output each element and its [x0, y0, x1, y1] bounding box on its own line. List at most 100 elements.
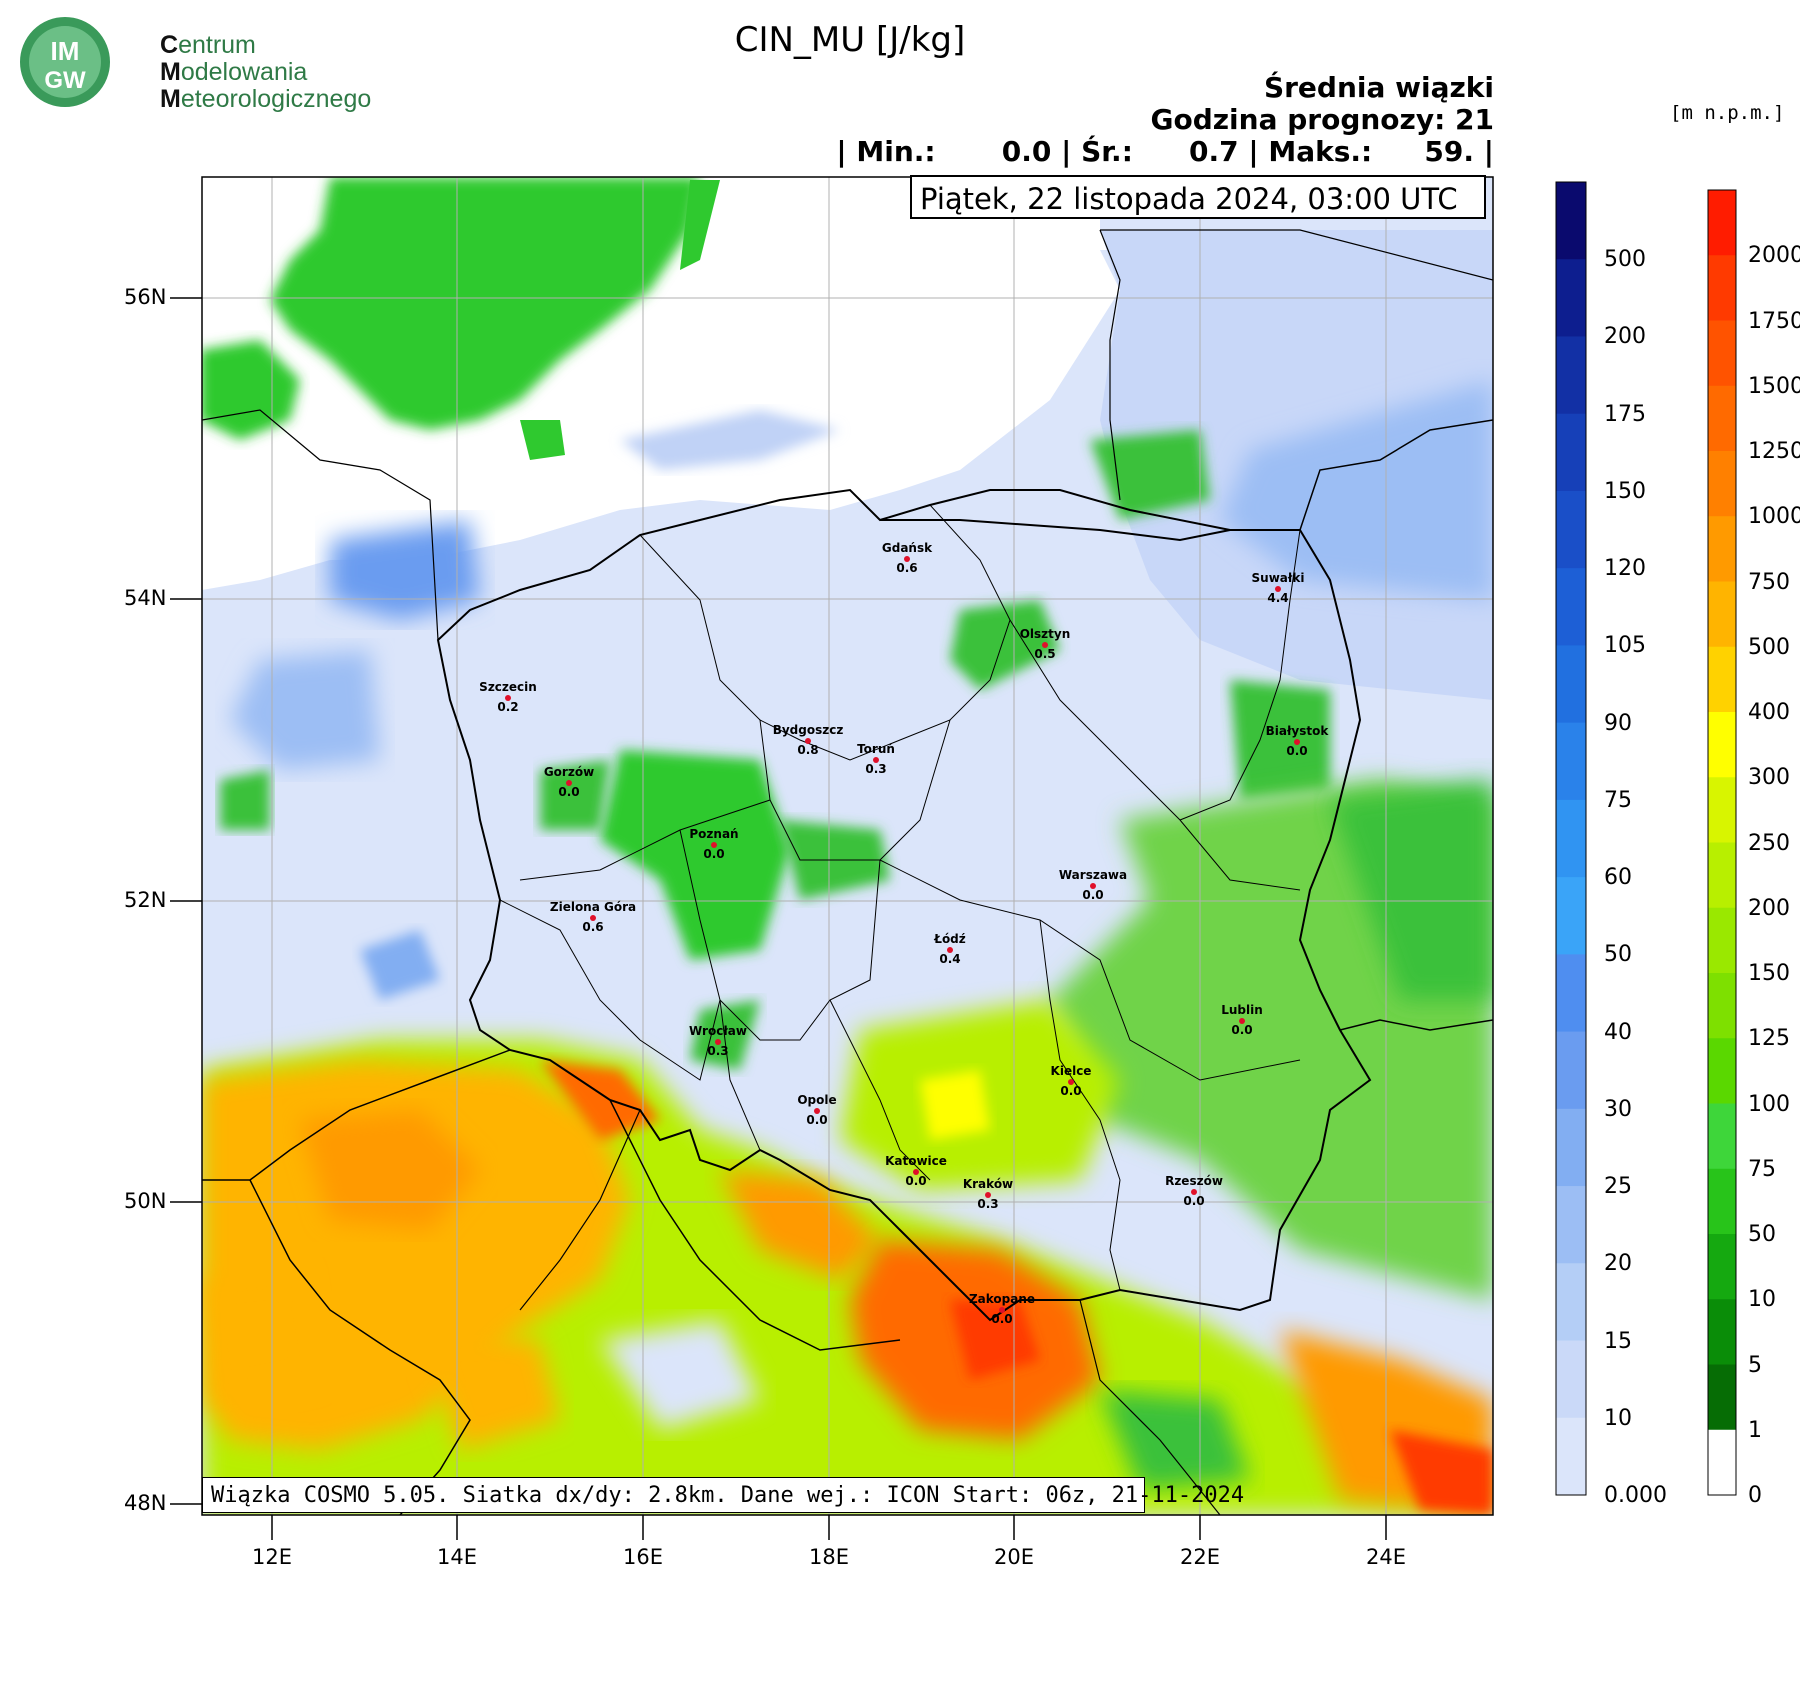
- cin-legend-label: 200: [1604, 324, 1646, 350]
- height-legend-swatch: [1708, 1234, 1736, 1300]
- cin-legend-swatch: [1556, 490, 1586, 569]
- cin-legend-label: 10: [1604, 1405, 1632, 1431]
- height-legend-swatch: [1708, 646, 1736, 713]
- height-legend-unit: [m n.p.m.]: [1670, 102, 1785, 124]
- axis-ticks: [170, 297, 1387, 1540]
- city-bialystok: Białystok 0.0: [1265, 724, 1329, 758]
- city-dot-kielce: [1068, 1079, 1074, 1085]
- cin-legend-label: 90: [1604, 710, 1632, 736]
- city-zielona-gora: Zielona Góra 0.6: [549, 900, 637, 934]
- cin-legend-swatch: [1556, 568, 1586, 646]
- height-legend-label: 150: [1748, 961, 1790, 986]
- height-legend-label: 1500: [1748, 373, 1800, 399]
- city-lodz: Łódź 0.4: [934, 932, 966, 966]
- imgw-badge-icon: IM GW: [18, 15, 112, 109]
- cin-legend-label: 150: [1604, 478, 1646, 504]
- min-value: 0.0: [1001, 135, 1052, 168]
- cin-legend-swatch: [1556, 645, 1586, 724]
- city-dot-rzeszow: [1191, 1189, 1197, 1195]
- subtitle: Średnia wiązki: [1263, 71, 1494, 104]
- max-value: 59. |: [1424, 135, 1494, 168]
- city-poznan: Poznań 0.0: [689, 827, 739, 861]
- lat-tick-48n: 48N: [124, 1491, 167, 1515]
- height-legend-swatch: [1708, 320, 1736, 387]
- height-legend-swatch: [1708, 1168, 1736, 1235]
- city-dot-poznan: [711, 842, 717, 848]
- city-lublin: Lublin 0.0: [1221, 1003, 1263, 1037]
- height-legend-swatch: [1708, 1429, 1736, 1496]
- cin-legend-swatch: [1556, 954, 1586, 1033]
- height-legend-swatch: [1708, 255, 1736, 321]
- city-dot-gdansk: [904, 556, 910, 562]
- borders: [202, 229, 1493, 1515]
- forecast-info: Średnia wiązki Godzina prognozy: 21 | Mi…: [836, 72, 1494, 168]
- height-legend-swatch: [1708, 581, 1736, 648]
- height-legend-label: 1250: [1748, 439, 1800, 464]
- height-legend-label: 10: [1748, 1287, 1776, 1313]
- cin-legend-swatch: [1556, 182, 1586, 260]
- city-dot-warszawa: [1090, 883, 1096, 889]
- city-dot-gorzow: [566, 780, 572, 786]
- cin-legend-label: 105: [1604, 633, 1646, 659]
- height-legend-swatch: [1708, 1299, 1736, 1365]
- lat-tick-54n: 54N: [124, 586, 167, 610]
- city-olsztyn: Olsztyn 0.5: [1019, 627, 1071, 661]
- height-legend-label: 1: [1748, 1417, 1762, 1443]
- city-gdansk: Gdańsk 0.6: [881, 541, 933, 575]
- height-legend-swatch: [1708, 712, 1736, 778]
- svg-text:GW: GW: [44, 67, 86, 94]
- cin-legend-swatch: [1556, 722, 1586, 801]
- height-legend-swatch: [1708, 973, 1736, 1039]
- city-katowice: Katowice 0.0: [885, 1154, 947, 1188]
- city-dot-krakow: [985, 1192, 991, 1198]
- height-legend-label: 0: [1748, 1483, 1762, 1508]
- cin-legend-label: 30: [1604, 1096, 1632, 1122]
- city-dot-lublin: [1239, 1018, 1245, 1024]
- cin-legend-swatch: [1556, 1108, 1586, 1187]
- city-wroclaw: Wrocław 0.3: [689, 1024, 747, 1058]
- city-dot-suwalki: [1275, 586, 1281, 592]
- model-info-box: Wiązka COSMO 5.05. Siatka dx/dy: 2.8km. …: [202, 1477, 1244, 1513]
- city-dot-bialystok: [1294, 739, 1300, 745]
- lon-tick-20e: 20E: [994, 1545, 1034, 1569]
- lat-tick-50n: 50N: [124, 1189, 167, 1213]
- cin-legend-frame: [1555, 181, 1587, 1496]
- height-legend-swatch: [1708, 842, 1736, 909]
- city-zakopane: Zakopane 0.0: [968, 1292, 1036, 1326]
- cin-legend-swatch: [1556, 336, 1586, 415]
- height-legend-label: 125: [1748, 1026, 1790, 1052]
- cin-legend-bar: [1555, 181, 1587, 1496]
- cin-legend-label: 50: [1604, 942, 1632, 968]
- cin-legend-label: 20: [1604, 1251, 1632, 1277]
- cin-legend-label: 500: [1604, 247, 1646, 273]
- height-legend-label: 100: [1748, 1091, 1790, 1117]
- map-frame: [201, 176, 1494, 1516]
- cin-legend-label: 0.000: [1604, 1483, 1667, 1508]
- cin-legend-swatch: [1556, 259, 1586, 337]
- height-legend-label: 300: [1748, 765, 1790, 791]
- height-legend-label: 50: [1748, 1222, 1776, 1247]
- cin-legend-swatch: [1556, 877, 1586, 955]
- city-dot-bydgoszcz: [805, 738, 811, 744]
- height-legend-label: 75: [1748, 1156, 1776, 1182]
- cin-legend-swatch: [1556, 1417, 1586, 1496]
- height-legend-swatch: [1708, 190, 1736, 256]
- cin-legend-swatch: [1556, 1263, 1586, 1342]
- lon-tick-24e: 24E: [1366, 1545, 1406, 1569]
- lon-tick-14e: 14E: [437, 1545, 477, 1569]
- city-dot-zakopane: [999, 1307, 1005, 1313]
- logo-text: Centrum Modelowania Meteorologicznego: [160, 31, 372, 113]
- lat-tick-52n: 52N: [124, 888, 167, 912]
- city-dot-zielona-gora: [590, 915, 596, 921]
- height-legend-label: 1750: [1748, 308, 1800, 334]
- forecast-hour: Godzina prognozy: 21: [1150, 103, 1495, 136]
- svg-text:IM: IM: [51, 36, 80, 66]
- city-dot-szczecin: [505, 695, 511, 701]
- lon-tick-22e: 22E: [1180, 1545, 1220, 1569]
- max-label: | Maks.:: [1248, 135, 1373, 168]
- cin-legend-label: 25: [1604, 1174, 1632, 1200]
- cin-legend-swatch: [1556, 1186, 1586, 1264]
- height-legend-label: 1000: [1748, 504, 1800, 530]
- height-legend-label: 2000: [1748, 243, 1800, 269]
